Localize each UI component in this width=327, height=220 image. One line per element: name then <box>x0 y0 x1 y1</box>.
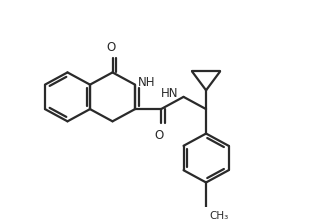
Text: CH₃: CH₃ <box>209 211 228 220</box>
Text: HN: HN <box>161 87 179 100</box>
Text: O: O <box>106 41 115 54</box>
Text: O: O <box>154 129 164 142</box>
Text: NH: NH <box>138 76 156 89</box>
